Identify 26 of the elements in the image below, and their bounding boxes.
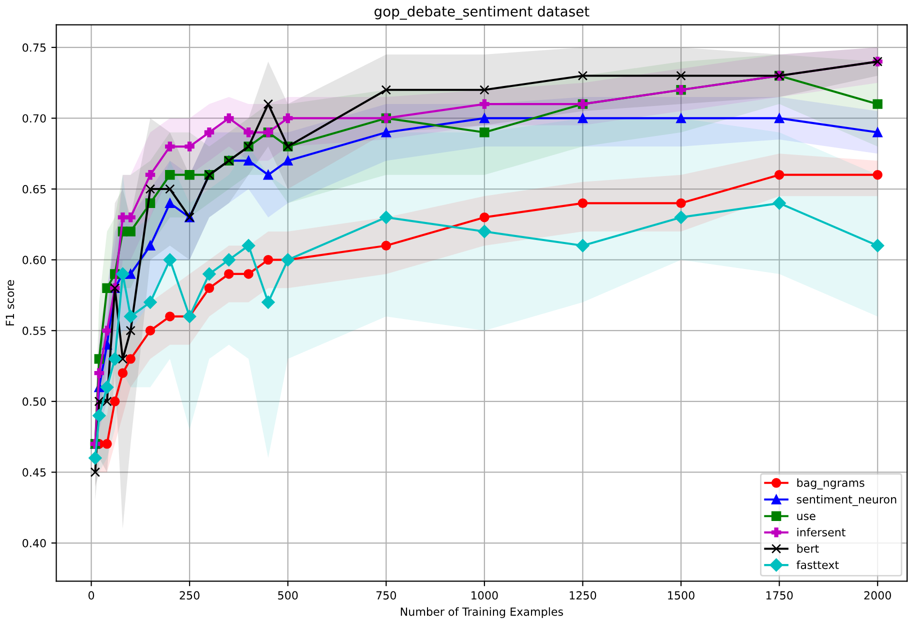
x-tick-label: 1500 <box>668 591 694 600</box>
chart-title: gop_debate_sentiment dataset <box>374 6 590 20</box>
x-tick-label: 2000 <box>864 591 892 600</box>
legend-label: fasttext <box>796 560 839 570</box>
x-tick-label: 1250 <box>570 591 596 600</box>
y-tick-label: 0.40 <box>22 538 46 548</box>
legend-label: sentiment_neuron <box>796 494 896 506</box>
x-tick-label: 1750 <box>766 591 793 600</box>
y-tick-label: 0.45 <box>22 468 46 477</box>
x-tick-label: 750 <box>376 591 396 600</box>
y-tick-label: 0.70 <box>22 114 46 123</box>
y-axis-title: F1 score <box>6 280 14 326</box>
y-tick-label: 0.55 <box>22 326 46 335</box>
x-axis-title: Number of Training Examples <box>400 607 564 618</box>
y-tick-label: 0.75 <box>22 43 46 52</box>
legend-label: bert <box>797 544 819 553</box>
y-tick-label: 0.65 <box>22 184 46 194</box>
y-tick-label: 0.50 <box>22 397 46 406</box>
x-tick-label: 0 <box>88 591 94 600</box>
legend-label: infersent <box>797 528 846 536</box>
y-tick-label: 0.60 <box>22 256 46 264</box>
legend-label: use <box>797 514 816 520</box>
x-tick-label: 500 <box>278 591 298 600</box>
x-tick-label: 1000 <box>472 591 498 600</box>
x-tick-label: 250 <box>180 591 200 600</box>
legend-label: bag_ngrams <box>797 478 864 490</box>
